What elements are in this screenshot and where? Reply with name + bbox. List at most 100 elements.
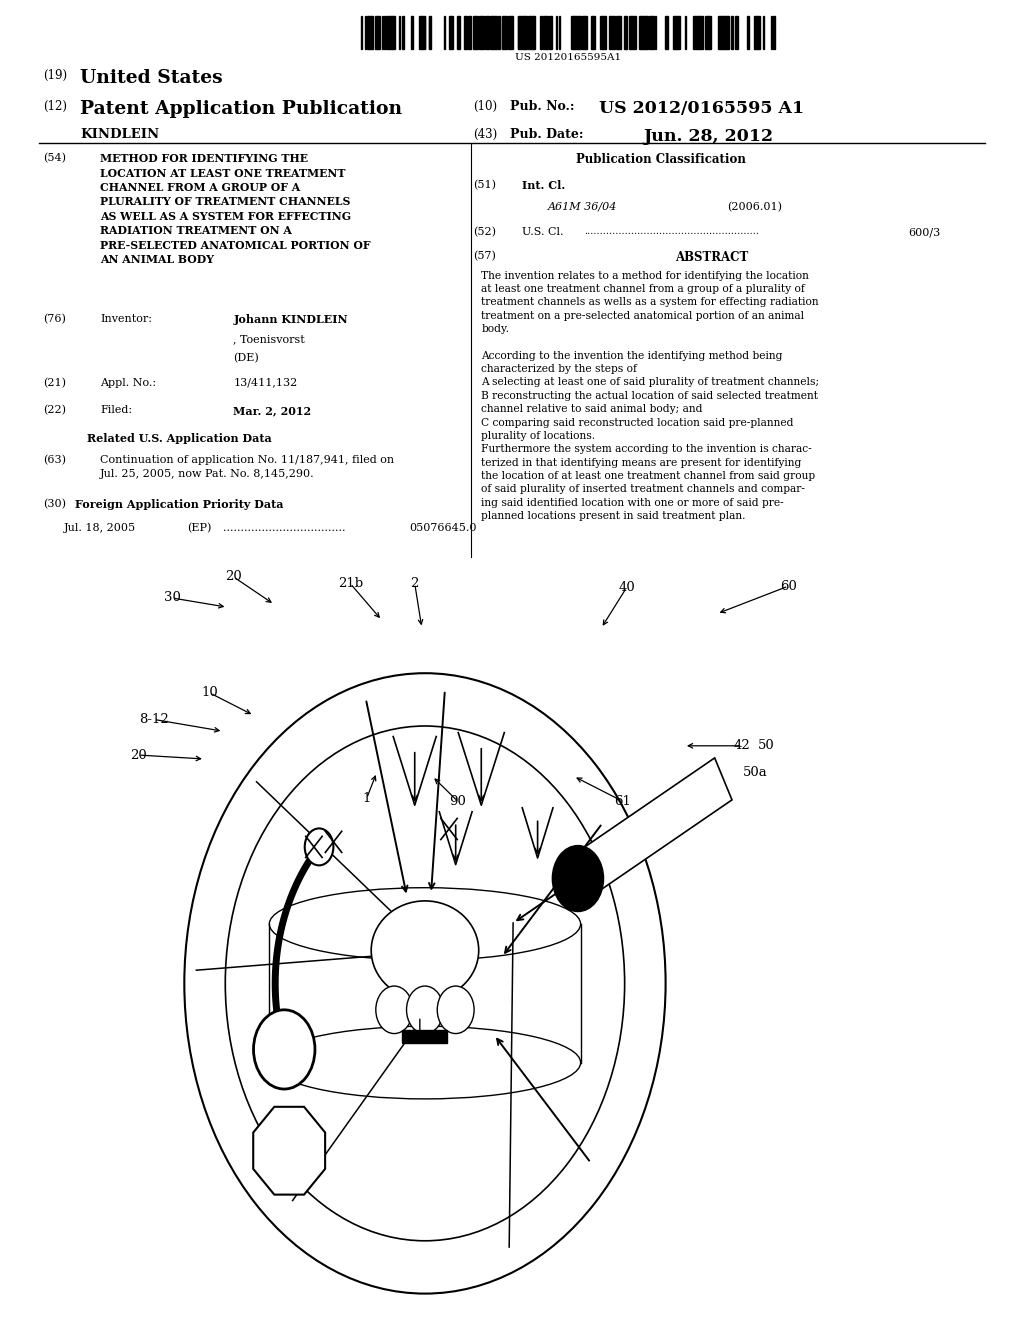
Bar [630, 16, 631, 49]
Bar [458, 16, 460, 49]
Text: 42: 42 [734, 739, 751, 752]
Bar [368, 16, 373, 49]
Bar [376, 16, 381, 49]
Bar [754, 16, 755, 49]
Text: (21): (21) [43, 378, 66, 388]
Text: Pub. No.:: Pub. No.: [510, 100, 574, 114]
Text: Patent Application Publication: Patent Application Publication [80, 100, 402, 119]
Text: 40: 40 [618, 581, 635, 594]
Bar [608, 16, 610, 49]
Text: US 2012/0165595 A1: US 2012/0165595 A1 [599, 100, 804, 117]
Text: ........................................................: ........................................… [584, 227, 759, 236]
Text: Filed:: Filed: [100, 405, 132, 416]
Bar [473, 16, 478, 49]
Bar [422, 16, 425, 49]
Bar [392, 16, 393, 49]
Text: Pub. Date:: Pub. Date: [510, 128, 584, 141]
Bar [649, 16, 654, 49]
Text: , Toenisvorst: , Toenisvorst [233, 334, 305, 345]
Text: 20: 20 [225, 570, 242, 583]
Bar [626, 16, 627, 49]
Text: 20: 20 [130, 748, 146, 762]
Bar [705, 16, 708, 49]
Text: 21b: 21b [338, 577, 362, 590]
Bar [580, 16, 581, 49]
Bar [529, 16, 532, 49]
Bar [708, 16, 711, 49]
Bar [393, 16, 395, 49]
Bar [592, 16, 595, 49]
Bar [748, 16, 749, 49]
Text: Jun. 28, 2012: Jun. 28, 2012 [643, 128, 773, 145]
Text: (2006.01): (2006.01) [727, 202, 782, 213]
Bar [402, 16, 403, 49]
Bar [577, 16, 580, 49]
Text: US 20120165595A1: US 20120165595A1 [515, 53, 622, 62]
Text: U.S. Cl.: U.S. Cl. [522, 227, 564, 238]
Text: Johann KINDLEIN: Johann KINDLEIN [233, 314, 348, 325]
Bar [602, 16, 605, 49]
Text: (76): (76) [43, 314, 66, 325]
Bar [485, 16, 488, 49]
Bar [382, 16, 384, 49]
Bar [524, 16, 526, 49]
Bar [641, 16, 647, 49]
Bar [508, 16, 513, 49]
Bar [583, 16, 584, 49]
Ellipse shape [269, 1027, 581, 1098]
Bar [556, 16, 557, 49]
Bar [584, 16, 587, 49]
Circle shape [254, 1010, 315, 1089]
Circle shape [376, 986, 413, 1034]
Text: 61: 61 [614, 795, 631, 808]
Text: Mar. 2, 2012: Mar. 2, 2012 [233, 405, 311, 416]
Bar [574, 16, 577, 49]
Bar [731, 16, 733, 49]
Bar [412, 16, 414, 49]
Bar [526, 16, 527, 49]
Bar [365, 16, 367, 49]
Ellipse shape [371, 900, 478, 1001]
Bar [570, 16, 573, 49]
Text: (51): (51) [473, 180, 496, 190]
Bar [390, 16, 392, 49]
Bar [498, 16, 500, 49]
Text: (52): (52) [473, 227, 496, 238]
Circle shape [305, 829, 334, 866]
Text: (57): (57) [473, 251, 496, 261]
Text: 90: 90 [450, 795, 466, 808]
Bar [600, 16, 602, 49]
Bar [384, 16, 386, 49]
Text: Int. Cl.: Int. Cl. [522, 180, 565, 190]
Bar [519, 16, 524, 49]
Bar [502, 16, 507, 49]
Text: 10: 10 [202, 686, 218, 700]
Bar [617, 16, 621, 49]
Bar [559, 16, 560, 49]
Bar [675, 16, 680, 49]
Text: (19): (19) [43, 69, 68, 82]
Text: 8-12: 8-12 [138, 713, 169, 726]
Bar [718, 16, 723, 49]
Bar [727, 16, 729, 49]
Text: 30: 30 [164, 591, 180, 605]
Polygon shape [253, 1106, 326, 1195]
Bar [616, 16, 617, 49]
Text: (63): (63) [43, 455, 66, 466]
Ellipse shape [269, 887, 581, 961]
Bar [399, 16, 400, 49]
Bar [490, 16, 492, 49]
Bar [493, 16, 496, 49]
Polygon shape [569, 758, 732, 899]
Bar [543, 16, 548, 49]
Bar [724, 16, 725, 49]
Text: KINDLEIN: KINDLEIN [80, 128, 159, 141]
Text: (12): (12) [43, 100, 67, 114]
Bar [605, 16, 606, 49]
Text: 1: 1 [362, 792, 371, 805]
Bar [465, 16, 467, 49]
Text: The invention relates to a method for identifying the location
at least one trea: The invention relates to a method for id… [481, 271, 819, 521]
Bar [610, 16, 615, 49]
Circle shape [552, 846, 603, 912]
Bar [735, 16, 738, 49]
